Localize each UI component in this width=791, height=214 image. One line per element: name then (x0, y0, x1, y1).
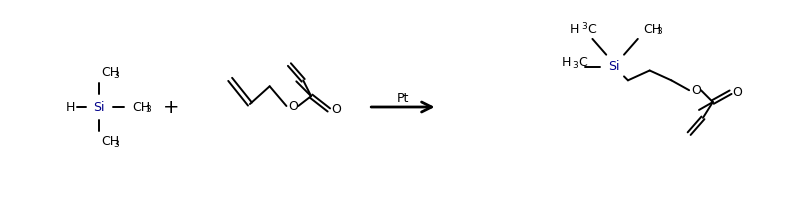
Text: CH: CH (101, 66, 119, 79)
Text: 3: 3 (581, 22, 587, 31)
Text: CH: CH (132, 101, 150, 113)
Text: H: H (66, 101, 75, 113)
Text: O: O (691, 84, 701, 97)
Text: 3: 3 (146, 106, 151, 114)
Text: 3: 3 (657, 27, 662, 36)
Text: 3: 3 (114, 71, 119, 80)
Text: C: C (588, 22, 596, 36)
Text: O: O (732, 86, 743, 99)
Text: C: C (578, 56, 588, 69)
Text: 3: 3 (114, 140, 119, 149)
Text: 3: 3 (573, 61, 578, 70)
Text: O: O (289, 100, 298, 113)
Text: H: H (562, 56, 570, 69)
Text: Si: Si (608, 60, 620, 73)
Text: +: + (163, 98, 180, 116)
Text: CH: CH (644, 22, 662, 36)
Text: CH: CH (101, 135, 119, 148)
Text: Si: Si (93, 101, 104, 113)
Text: O: O (331, 103, 341, 116)
Text: H: H (570, 22, 580, 36)
Text: Pt: Pt (397, 92, 409, 105)
